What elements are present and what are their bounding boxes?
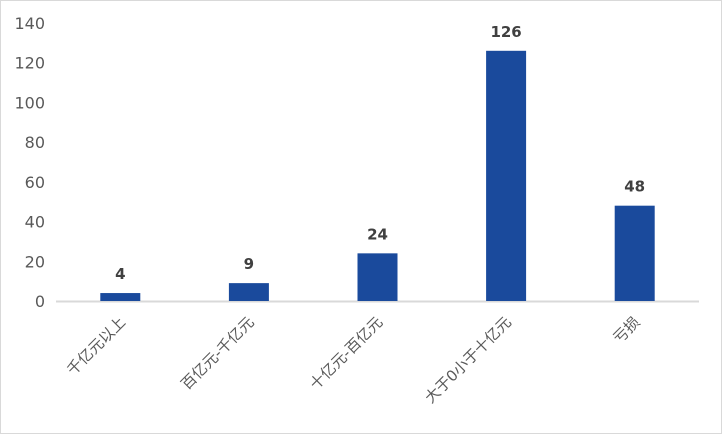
data-label: 126 <box>490 23 521 41</box>
data-label: 24 <box>367 225 388 243</box>
x-tick-label: 十亿元-百亿元 <box>306 313 386 393</box>
data-label: 9 <box>244 255 254 273</box>
data-label: 48 <box>624 178 645 196</box>
y-tick-label: 100 <box>14 93 45 112</box>
bar <box>228 283 269 301</box>
bar <box>614 205 655 301</box>
x-tick-label: 百亿元-千亿元 <box>178 313 258 393</box>
y-tick-label: 120 <box>14 54 45 73</box>
bar <box>486 50 527 301</box>
x-tick-label: 大于0小于十亿元 <box>421 313 515 407</box>
y-tick-label: 60 <box>25 173 45 192</box>
x-tick-label: 千亿元以上 <box>63 313 129 379</box>
y-tick-label: 40 <box>25 213 45 232</box>
bar <box>357 253 398 301</box>
x-tick-label: 亏损 <box>610 313 644 347</box>
data-label: 4 <box>115 265 125 283</box>
bar <box>100 293 141 301</box>
y-tick-label: 140 <box>14 14 45 33</box>
y-tick-label: 0 <box>35 292 45 311</box>
y-tick-label: 20 <box>25 252 45 271</box>
y-tick-label: 80 <box>25 133 45 152</box>
